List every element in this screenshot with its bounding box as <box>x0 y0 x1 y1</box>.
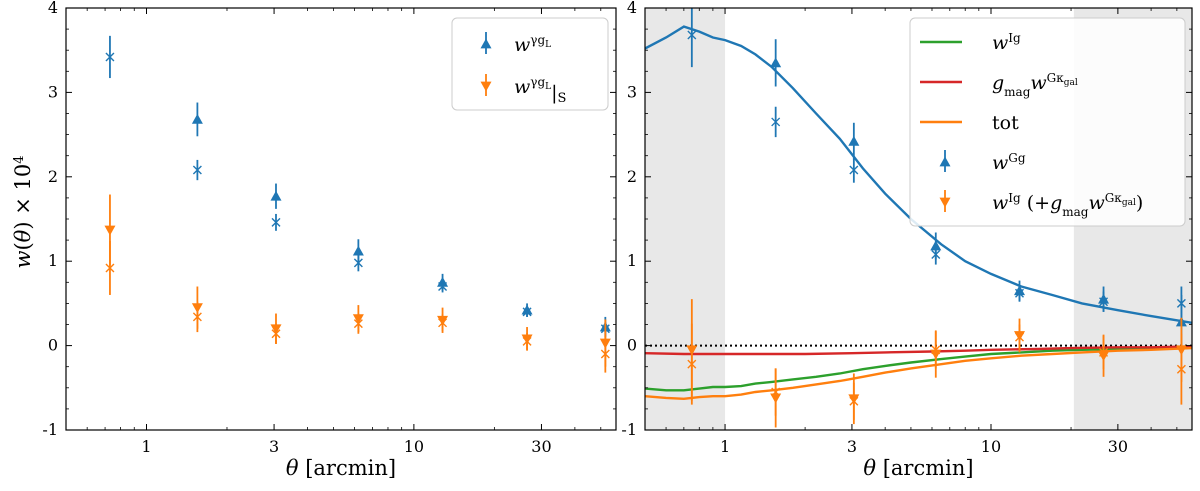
ytick-label: 0 <box>48 336 58 355</box>
data-point-x <box>105 52 115 62</box>
data-point-x <box>931 345 941 355</box>
xtick-label: 30 <box>531 437 551 456</box>
data-point <box>104 225 116 236</box>
legend-r-3-label: wGg <box>992 151 1026 174</box>
data-point-x <box>1015 332 1024 342</box>
data-point-x <box>353 258 363 268</box>
line-model-w^{Gg} <box>645 25 1192 324</box>
xtick-label: 10 <box>981 437 1001 456</box>
ytick-label: 2 <box>627 167 637 186</box>
series-1 <box>686 299 1187 428</box>
ytick-label: -1 <box>621 420 637 439</box>
ytick-label: 3 <box>627 82 637 101</box>
data-point-x <box>522 307 532 317</box>
data-point-x <box>438 318 448 328</box>
data-point-x <box>849 165 859 175</box>
legend-0-label: wγgL <box>514 33 551 56</box>
right-xlabel: θ [arcmin] <box>863 456 973 480</box>
data-point-x <box>687 30 697 40</box>
data-point-x <box>271 217 281 227</box>
data-point-x <box>192 312 202 322</box>
series-1 <box>104 194 611 373</box>
data-point-x <box>931 249 941 259</box>
ytick-label: -1 <box>42 420 58 439</box>
line-tot <box>645 346 1192 401</box>
legend-r-2-label: tot <box>992 112 1019 134</box>
legend-r-0-label: wIg <box>992 31 1021 54</box>
data-point <box>848 135 860 146</box>
shaded-region-0 <box>645 8 726 430</box>
data-point-x <box>105 263 115 273</box>
line-w^{Ig} <box>645 346 1192 392</box>
legend-r-1-label: gmagwGκgal <box>992 71 1078 99</box>
ytick-label: 1 <box>48 251 58 270</box>
legend-r-4-label: wIg (+gmagwGκgal) <box>992 191 1143 219</box>
data-point-x <box>271 329 281 339</box>
data-point-x <box>522 336 532 346</box>
ytick-label: 4 <box>48 0 58 17</box>
data-point-x <box>771 387 781 397</box>
left-legend: wγgL wγgL|S <box>451 17 609 111</box>
data-point-x <box>1099 347 1109 357</box>
ytick-label: 1 <box>627 251 637 270</box>
ytick-label: 4 <box>627 0 637 17</box>
legend-marker <box>939 156 951 167</box>
data-point-x <box>438 282 448 292</box>
data-point-x <box>192 165 202 175</box>
data-point-x <box>600 349 610 359</box>
data-point-x <box>353 319 363 329</box>
left-ylabel: w(θ) × 104 <box>11 156 35 269</box>
data-point-x <box>1099 297 1109 307</box>
xtick-label: 1 <box>720 437 730 456</box>
data-point-x <box>1015 288 1024 298</box>
legend-marker <box>480 38 492 49</box>
data-point <box>770 57 782 68</box>
left-xlabel: θ [arcmin] <box>286 456 396 480</box>
ytick-label: 3 <box>48 82 58 101</box>
xtick-label: 3 <box>847 437 857 456</box>
data-point-x <box>1176 298 1186 308</box>
right-legend: wIg gmagwGκgal tot wGg wIg (+gmagwGκgal) <box>909 17 1186 227</box>
xtick-label: 10 <box>404 437 424 456</box>
data-point <box>352 245 364 256</box>
xtick-label: 30 <box>1108 437 1128 456</box>
data-point <box>270 190 282 201</box>
legend-marker <box>939 197 951 208</box>
legend-1-label: wγgL|S <box>514 75 566 106</box>
xtick-label: 3 <box>269 437 279 456</box>
left-plot-area <box>104 35 611 373</box>
data-point-x <box>771 117 781 127</box>
ytick-label: 0 <box>627 336 637 355</box>
data-point-x <box>849 396 859 406</box>
xtick-label: 1 <box>141 437 151 456</box>
series-0 <box>687 8 1187 349</box>
legend-marker <box>480 81 492 92</box>
data-point-x <box>687 359 697 369</box>
ytick-label: 2 <box>48 167 58 186</box>
data-point-x <box>1176 364 1186 374</box>
data-point <box>191 113 203 124</box>
